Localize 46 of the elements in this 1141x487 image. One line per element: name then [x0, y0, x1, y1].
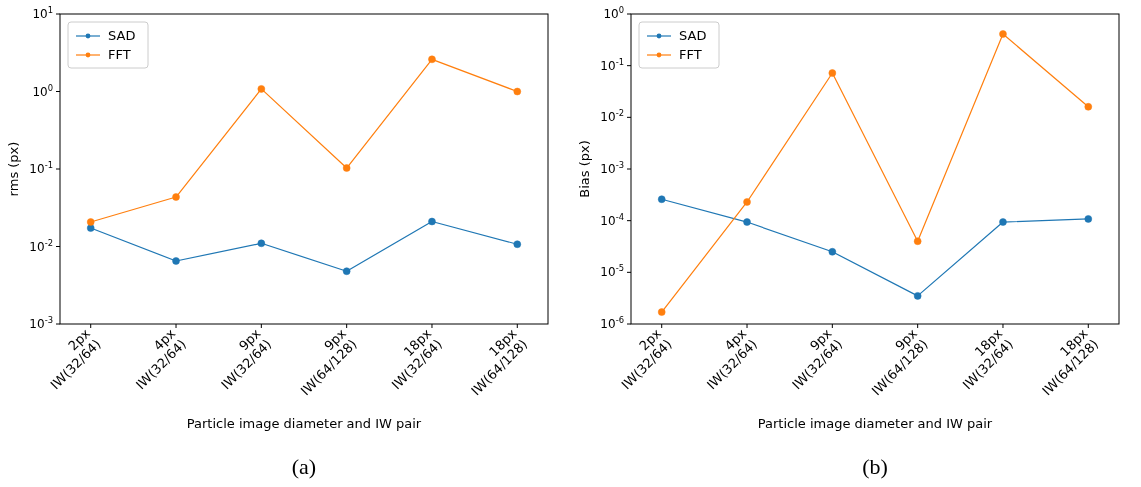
- point: [172, 257, 180, 265]
- legend-label: SAD: [108, 28, 136, 43]
- y-axis-title: Bias (px): [577, 140, 592, 198]
- point: [513, 87, 522, 96]
- point: [657, 308, 666, 316]
- y-tick-label: 10$^{-3}$: [29, 315, 53, 331]
- point: [342, 164, 351, 172]
- point: [999, 30, 1007, 38]
- point: [257, 85, 266, 93]
- y-tick-label: 10$^{-2}$: [29, 237, 53, 254]
- point: [428, 217, 436, 226]
- legend-label: FFT: [108, 47, 131, 62]
- y-tick-label: 10$^{-4}$: [600, 211, 624, 228]
- y-tick-label: 10$^{1}$: [32, 5, 53, 21]
- point: [657, 195, 666, 203]
- point: [428, 55, 436, 64]
- point: [172, 193, 180, 201]
- y-axis-title: rms (px): [6, 141, 21, 197]
- point: [743, 218, 751, 226]
- point: [913, 237, 922, 245]
- y-tick-label: 10$^{-1}$: [600, 56, 624, 73]
- y-tick-label: 10$^{-3}$: [600, 160, 624, 176]
- y-tick-label: 10$^{-5}$: [600, 263, 624, 280]
- y-tick-label: 10$^{0}$: [32, 82, 53, 99]
- text: (a): [291, 454, 317, 479]
- point: [828, 248, 837, 256]
- point: [828, 69, 837, 77]
- y-tick-label: 10$^{-6}$: [600, 315, 624, 331]
- text: (b): [862, 454, 888, 479]
- point: [1084, 215, 1093, 223]
- point: [743, 198, 751, 206]
- x-axis-title: Particle image diameter and IW pair: [757, 416, 993, 431]
- point: [86, 224, 95, 232]
- y-tick-label: 10$^{-2}$: [600, 108, 624, 125]
- point: [999, 218, 1007, 226]
- legend-label: SAD: [679, 28, 707, 43]
- point: [1084, 103, 1093, 111]
- point: [86, 218, 95, 226]
- y-tick-label: 10$^{0}$: [603, 5, 624, 21]
- x-axis-title: Particle image diameter and IW pair: [186, 416, 422, 431]
- point: [257, 239, 266, 248]
- point: [913, 292, 922, 300]
- point: [342, 267, 351, 275]
- legend-label: FFT: [679, 47, 702, 62]
- point: [513, 240, 522, 248]
- y-tick-label: 10$^{-1}$: [29, 160, 53, 176]
